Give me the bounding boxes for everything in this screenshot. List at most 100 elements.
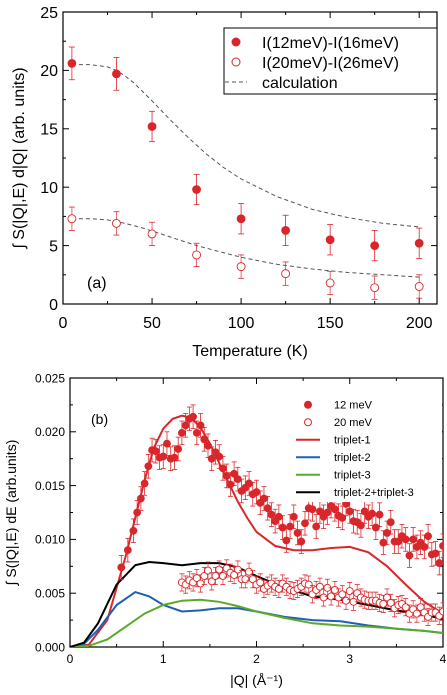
panel-label: (b): [91, 411, 108, 427]
data-point: [192, 250, 202, 260]
y-tick-label: 0.015: [35, 479, 65, 493]
legend-label: triplet-1: [334, 435, 371, 447]
data-point: [278, 523, 287, 532]
legend-marker: [231, 57, 241, 67]
data-point: [370, 241, 380, 251]
data-point: [330, 505, 339, 514]
data-point: [196, 421, 205, 430]
data-point: [383, 529, 391, 537]
data-point: [159, 452, 168, 461]
x-tick-label: 150: [317, 315, 344, 332]
data-point: [357, 521, 365, 530]
data-point: [207, 454, 216, 463]
data-point: [192, 428, 201, 437]
data-point: [204, 441, 212, 450]
data-point: [151, 447, 160, 456]
y-tick-label: 0.010: [35, 533, 65, 547]
series-line-calculation: [71, 64, 420, 228]
y-axis-label: ∫ S(|Q|,E) d|Q| (arb. units): [11, 67, 28, 249]
data-point: [174, 445, 183, 453]
data-point: [204, 566, 212, 575]
series-line-triplet-3: [70, 598, 443, 647]
y-tick-label: 0.020: [35, 425, 65, 439]
y-axis-label: ∫ S(|Q|,E) dE (arb.units): [3, 440, 19, 587]
data-point: [330, 586, 339, 594]
data-point: [170, 453, 179, 462]
data-point: [236, 214, 246, 224]
legend-label: triplet-3: [334, 470, 371, 482]
x-tick-label: 1: [160, 652, 167, 666]
data-point: [401, 535, 410, 544]
data-point: [267, 510, 276, 519]
y-tick-label: 5: [49, 238, 58, 255]
legend-label: 20 meV: [334, 417, 373, 429]
data-point: [282, 536, 291, 545]
data-point: [177, 428, 186, 437]
chart-panel-b: 0 1 2 3 4 0.000 0.005 0.010 0.015 0.020 0.025 |Q| (…: [3, 371, 447, 688]
data-point: [435, 559, 443, 567]
data-point: [281, 226, 291, 235]
data-point: [200, 435, 209, 444]
data-point: [301, 519, 309, 528]
legend-marker: [304, 418, 312, 427]
data-point: [325, 278, 335, 288]
plot-area: [70, 404, 443, 647]
data-point: [439, 607, 443, 616]
data-point: [304, 580, 313, 589]
legend-label: triplet-2: [334, 452, 371, 464]
data-point: [375, 510, 384, 519]
data-point: [386, 518, 395, 527]
y-tick-label: 20: [40, 63, 58, 80]
data-point: [241, 575, 250, 584]
x-tick-label: 3: [346, 652, 353, 666]
series-line-triplet-2: [70, 591, 443, 647]
legend-label: I(12meV)-I(16meV): [262, 35, 399, 52]
data-point: [140, 479, 149, 488]
data-point: [281, 269, 291, 279]
data-point: [133, 508, 142, 517]
data-point: [414, 238, 424, 248]
data-point: [189, 412, 197, 421]
x-tick-label: 0: [67, 652, 74, 666]
data-point: [192, 185, 201, 194]
data-point: [252, 488, 261, 496]
legend: 12 meV 20 meV triplet-1 triplet-2 triplet-3 t…: [296, 393, 442, 502]
x-tick-label: 0: [59, 315, 68, 332]
series-line-calculation: [71, 218, 420, 278]
y-tick-label: 25: [40, 5, 58, 22]
y-tick-label: 0.025: [35, 371, 65, 385]
data-point: [424, 532, 432, 541]
data-point: [289, 512, 298, 521]
y-tick-label: 10: [40, 180, 58, 197]
data-point: [325, 235, 335, 245]
data-point: [409, 535, 418, 544]
x-tick-label: 200: [406, 315, 433, 332]
data-point: [136, 494, 145, 503]
data-point: [147, 229, 157, 239]
data-point: [420, 543, 429, 551]
legend-marker: [304, 400, 312, 409]
data-point: [233, 565, 242, 574]
data-point: [315, 582, 324, 591]
data-point: [236, 262, 246, 272]
data-point: [219, 464, 227, 473]
data-point: [338, 513, 347, 522]
data-point: [342, 596, 350, 605]
y-tick-label: 0: [49, 297, 58, 314]
y-tick-label: 0.005: [35, 587, 65, 601]
data-point: [67, 214, 77, 224]
data-point: [293, 529, 302, 537]
data-point: [67, 58, 77, 68]
data-point: [323, 508, 332, 517]
data-point: [414, 282, 424, 291]
legend: I(12meV)-I(16meV) I(20meV)-I(26meV) calcul…: [223, 27, 438, 95]
data-point: [274, 512, 283, 521]
data-point: [370, 283, 380, 293]
data-point: [111, 218, 121, 228]
data-point: [319, 593, 328, 602]
data-point: [226, 480, 235, 489]
data-point: [263, 504, 272, 513]
legend-box: [296, 393, 442, 502]
data-point: [345, 587, 354, 595]
